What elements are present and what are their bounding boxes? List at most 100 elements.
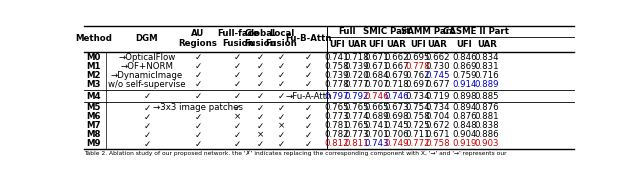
Text: ✓: ✓	[305, 139, 312, 148]
Text: 0.665: 0.665	[364, 104, 389, 112]
Text: ✓: ✓	[195, 71, 202, 79]
Text: 0.797: 0.797	[324, 92, 349, 101]
Text: 0.876: 0.876	[452, 112, 477, 121]
Text: M9: M9	[86, 139, 101, 148]
Text: ✓: ✓	[234, 79, 241, 88]
Text: 0.697: 0.697	[406, 79, 430, 88]
Text: UAR: UAR	[477, 40, 497, 49]
Text: →Fu-A-Attn: →Fu-A-Attn	[285, 92, 332, 101]
Text: 0.741: 0.741	[324, 53, 349, 62]
Text: 0.679: 0.679	[384, 71, 409, 79]
Text: 0.671: 0.671	[364, 62, 389, 71]
Text: 0.743: 0.743	[364, 139, 389, 148]
Text: ✓: ✓	[234, 121, 241, 130]
Text: ✓: ✓	[234, 104, 241, 112]
Text: 0.765: 0.765	[344, 121, 369, 130]
Text: ✓: ✓	[143, 104, 150, 112]
Text: 0.894: 0.894	[452, 104, 477, 112]
Text: ✓: ✓	[305, 53, 312, 62]
Text: 0.811: 0.811	[344, 139, 369, 148]
Text: ✓: ✓	[195, 130, 202, 139]
Text: →OpticalFlow: →OpticalFlow	[118, 53, 175, 62]
Text: ✓: ✓	[234, 92, 241, 101]
Text: →3x3 image patches: →3x3 image patches	[153, 104, 243, 112]
Text: UAR: UAR	[428, 40, 447, 49]
Text: 0.792: 0.792	[344, 92, 369, 101]
Text: 0.711: 0.711	[406, 130, 430, 139]
Text: 0.765: 0.765	[324, 104, 349, 112]
Text: 0.773: 0.773	[344, 130, 369, 139]
Text: ✓: ✓	[143, 92, 150, 101]
Text: ✓: ✓	[143, 139, 150, 148]
Text: Full-face
Fusion: Full-face Fusion	[217, 29, 259, 48]
Text: 0.903: 0.903	[474, 139, 499, 148]
Text: 0.707: 0.707	[364, 79, 389, 88]
Text: ✓: ✓	[278, 62, 285, 71]
Text: ✓: ✓	[278, 79, 285, 88]
Text: 0.846: 0.846	[452, 53, 477, 62]
Text: 0.662: 0.662	[426, 53, 450, 62]
Text: 0.919: 0.919	[452, 139, 477, 148]
Text: ✓: ✓	[195, 53, 202, 62]
Text: 0.777: 0.777	[344, 79, 369, 88]
Text: ✓: ✓	[305, 130, 312, 139]
Text: UFI: UFI	[456, 40, 472, 49]
Text: ✓: ✓	[234, 62, 241, 71]
Text: 0.667: 0.667	[384, 62, 409, 71]
Text: ✓: ✓	[257, 104, 264, 112]
Text: ✓: ✓	[195, 92, 202, 101]
Text: M5: M5	[86, 104, 101, 112]
Text: Global
Fusion: Global Fusion	[244, 29, 276, 48]
Text: 0.778: 0.778	[324, 79, 349, 88]
Text: 0.773: 0.773	[324, 112, 349, 121]
Text: 0.684: 0.684	[364, 71, 389, 79]
Text: M3: M3	[86, 79, 101, 88]
Text: UAR: UAR	[347, 40, 367, 49]
Text: 0.672: 0.672	[426, 121, 450, 130]
Text: 0.834: 0.834	[474, 53, 499, 62]
Text: ✓: ✓	[143, 121, 150, 130]
Text: ✓: ✓	[257, 62, 264, 71]
Text: ✓: ✓	[305, 79, 312, 88]
Text: 0.765: 0.765	[344, 104, 369, 112]
Text: UAR: UAR	[387, 40, 406, 49]
Text: DGM: DGM	[136, 34, 158, 43]
Text: ✓: ✓	[278, 104, 285, 112]
Text: 0.774: 0.774	[344, 112, 369, 121]
Text: ×: ×	[234, 112, 241, 121]
Text: Fu-B-Attn: Fu-B-Attn	[285, 34, 332, 43]
Text: 0.734: 0.734	[406, 92, 430, 101]
Text: ✓: ✓	[305, 121, 312, 130]
Text: ✓: ✓	[257, 53, 264, 62]
Text: 0.662: 0.662	[384, 53, 409, 62]
Text: 0.739: 0.739	[344, 62, 369, 71]
Text: 0.746: 0.746	[384, 92, 409, 101]
Text: w/o self-supervise: w/o self-supervise	[108, 79, 186, 88]
Text: 0.782: 0.782	[324, 130, 349, 139]
Text: M8: M8	[86, 130, 101, 139]
Text: Method: Method	[76, 34, 113, 43]
Text: 0.689: 0.689	[364, 112, 389, 121]
Text: ✓: ✓	[278, 139, 285, 148]
Text: ✓: ✓	[234, 139, 241, 148]
Text: 0.778: 0.778	[406, 62, 430, 71]
Text: AU
Regions: AU Regions	[179, 29, 218, 48]
Text: 0.720: 0.720	[344, 71, 369, 79]
Text: 0.701: 0.701	[364, 130, 389, 139]
Text: ✓: ✓	[257, 79, 264, 88]
Text: ✓: ✓	[278, 92, 285, 101]
Text: SMIC Part: SMIC Part	[363, 27, 410, 36]
Text: 0.673: 0.673	[384, 104, 409, 112]
Text: 0.754: 0.754	[406, 104, 430, 112]
Text: ✓: ✓	[234, 71, 241, 79]
Text: 0.671: 0.671	[426, 130, 450, 139]
Text: 0.719: 0.719	[426, 92, 450, 101]
Text: 0.886: 0.886	[474, 130, 499, 139]
Text: 0.730: 0.730	[426, 62, 450, 71]
Text: 0.758: 0.758	[324, 62, 349, 71]
Text: M0: M0	[86, 53, 101, 62]
Text: 0.718: 0.718	[384, 79, 409, 88]
Text: 0.758: 0.758	[406, 112, 430, 121]
Text: ✓: ✓	[234, 130, 241, 139]
Text: ✓: ✓	[305, 62, 312, 71]
